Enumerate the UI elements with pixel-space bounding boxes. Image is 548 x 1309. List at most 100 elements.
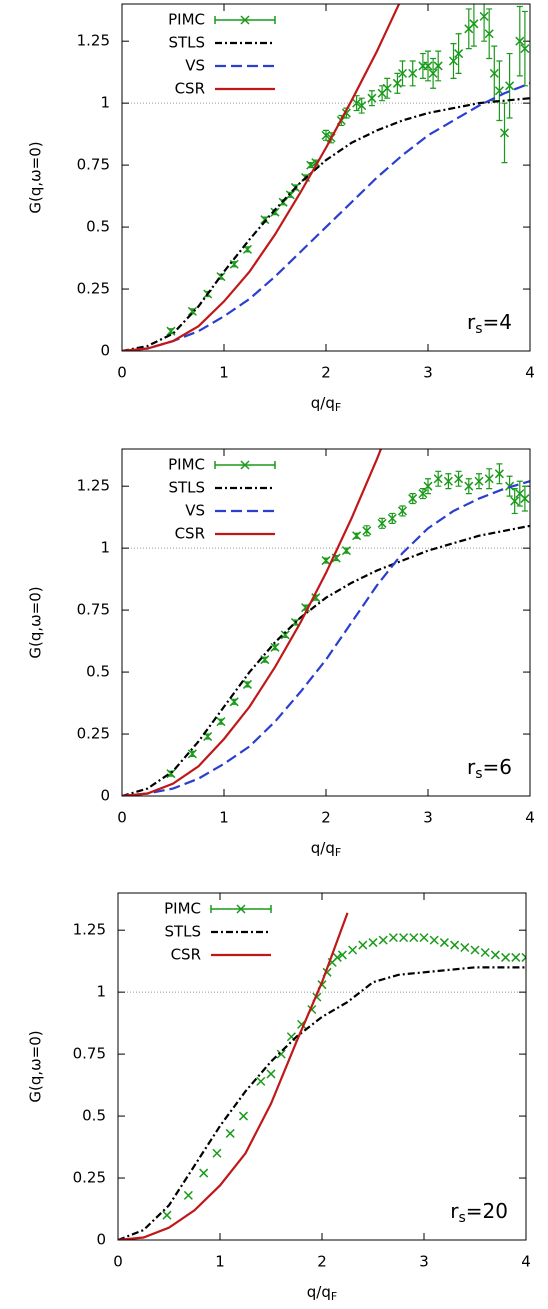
pimc-marker — [397, 506, 408, 516]
pimc-marker — [469, 19, 479, 29]
series-line — [118, 912, 349, 1240]
y-tick-label: 0.5 — [82, 1107, 106, 1125]
pimc-marker — [357, 101, 367, 111]
pimc-marker — [341, 546, 351, 556]
pimc-marker — [505, 81, 515, 91]
legend: PIMC STLS CSR — [164, 900, 272, 964]
pimc-marker — [276, 1049, 286, 1059]
pimc-marker — [428, 68, 438, 78]
pimc-marker — [229, 259, 239, 269]
annotation: rs=6 — [467, 755, 512, 783]
pimc-marker — [480, 947, 490, 958]
plot-area — [122, 449, 530, 796]
pimc-marker — [216, 717, 226, 727]
y-tick-label: 0 — [100, 342, 110, 360]
pimc-marker — [352, 98, 362, 108]
pimc-marker — [408, 68, 418, 78]
pimc-marker — [423, 481, 433, 491]
y-tick-label: 0.5 — [86, 218, 110, 236]
pimc-marker — [511, 952, 521, 962]
pimc-marker — [378, 935, 388, 945]
pimc-marker — [260, 215, 270, 225]
legend-label: PIMC — [168, 11, 205, 29]
pimc-marker — [450, 940, 460, 950]
legend-label: CSR — [171, 946, 201, 964]
pimc-marker — [212, 1148, 222, 1158]
pimc-marker — [311, 593, 321, 603]
series-line — [122, 97, 530, 351]
pimc-marker — [332, 952, 342, 962]
pimc-marker — [280, 630, 290, 640]
pimc-marker — [397, 68, 408, 78]
legend-label: PIMC — [168, 456, 205, 474]
legend-label: STLS — [164, 923, 201, 941]
y-tick-label: 1.25 — [77, 477, 110, 495]
panel: 0 0.25 0.5 0.75 1 1.25 0 1 2 3 4 q/qF G(q,ω=0) rs=4 PI… — [27, 3, 535, 414]
y-tick-label: 0 — [100, 787, 110, 805]
y-tick-label: 1.25 — [73, 921, 106, 939]
pimc-marker — [229, 697, 239, 707]
pimc-marker — [367, 93, 377, 103]
y-axis-label: G(q,ω=0) — [27, 1030, 45, 1102]
x-tick-label: 2 — [321, 809, 331, 827]
pimc-marker — [484, 474, 494, 484]
plot-frame — [117, 892, 527, 1241]
pimc-marker — [448, 56, 459, 66]
series-line — [122, 449, 383, 796]
pimc-marker — [470, 945, 480, 955]
pimc-marker — [419, 933, 429, 943]
pimc-marker — [499, 128, 510, 138]
panel: 0 0.25 0.5 0.75 1 1.25 0 1 2 3 4 q/qF G(q,ω=0) rs=20 P… — [27, 892, 531, 1304]
pimc-marker — [388, 933, 398, 943]
pimc-marker — [162, 1210, 172, 1220]
pimc-marker — [256, 1076, 266, 1086]
x-tick-label: 0 — [113, 1253, 123, 1271]
pimc-marker — [362, 526, 372, 536]
y-axis-label: G(q,ω=0) — [27, 586, 45, 658]
x-tick-label: 2 — [321, 364, 331, 382]
x-tick-label: 4 — [521, 1253, 531, 1271]
pimc-marker — [183, 1190, 193, 1200]
pimc-marker — [423, 61, 433, 71]
legend-marker — [240, 460, 250, 470]
y-tick-label: 1 — [100, 539, 110, 557]
legend-label: STLS — [168, 34, 205, 52]
pimc-marker — [242, 679, 252, 689]
pimc-marker — [368, 938, 378, 948]
pimc-marker — [454, 49, 464, 59]
pimc-marker — [337, 950, 347, 960]
pimc-marker — [510, 496, 520, 506]
pimc-marker — [408, 494, 418, 504]
annotation: rs=4 — [467, 310, 512, 338]
x-tick-label: 3 — [423, 364, 433, 382]
pimc-marker — [387, 513, 397, 523]
pimc-marker — [358, 940, 368, 950]
series-line — [122, 480, 530, 796]
pimc-marker — [433, 474, 443, 484]
y-tick-label: 0 — [96, 1231, 106, 1249]
plot-frame — [121, 3, 531, 352]
pimc-marker — [474, 476, 484, 486]
pimc-marker — [454, 474, 464, 484]
series-line — [118, 966, 526, 1240]
pimc-marker — [489, 68, 499, 78]
pimc-marker — [490, 950, 500, 960]
pimc-marker — [352, 531, 362, 541]
y-tick-label: 0.5 — [86, 663, 110, 681]
series-line — [122, 524, 530, 796]
pimc-marker — [321, 556, 331, 566]
x-axis-label: q/qF — [307, 1283, 337, 1304]
pimc-marker — [520, 44, 530, 54]
annotation: rs=20 — [450, 1199, 508, 1227]
x-tick-label: 2 — [317, 1253, 327, 1271]
legend-marker — [236, 904, 246, 914]
x-tick-label: 3 — [423, 809, 433, 827]
y-tick-label: 0.25 — [77, 725, 110, 743]
y-tick-label: 1 — [96, 983, 106, 1001]
pimc-marker — [439, 938, 449, 948]
x-tick-label: 1 — [219, 364, 229, 382]
series-line — [122, 82, 530, 351]
plot-area — [118, 912, 526, 1240]
pimc-marker — [260, 655, 270, 665]
